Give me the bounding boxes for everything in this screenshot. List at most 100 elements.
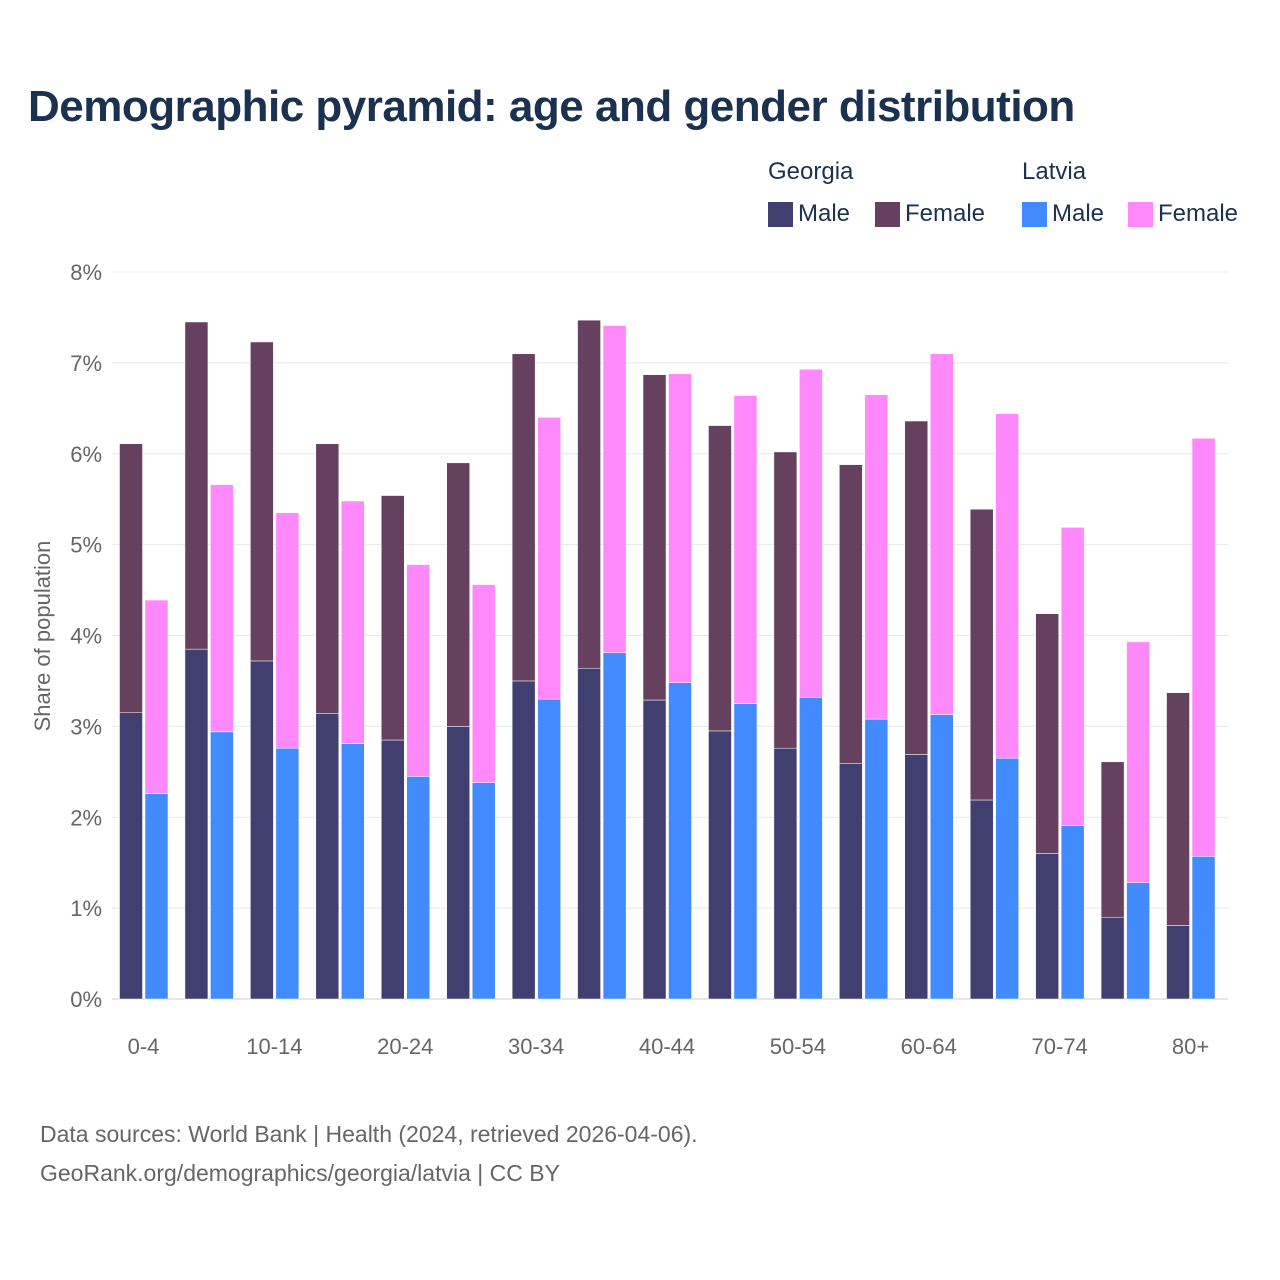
bar-latvia-female [144,599,169,794]
bar-latvia-male [733,703,758,1000]
bar-latvia-male [471,782,496,1000]
bar-georgia-male [969,799,994,1000]
footer: Data sources: World Bank | Health (2024,… [40,1115,698,1193]
x-tick-label: 50-54 [770,1034,826,1059]
bar-georgia-female [315,443,340,714]
bar-georgia-female [1166,692,1190,926]
bar-latvia-female [406,564,431,777]
y-tick-label: 0% [70,987,102,1012]
footer-sources: Data sources: World Bank | Health (2024,… [40,1121,698,1147]
bar-latvia-female [341,500,365,744]
x-tick-label: 80+ [1172,1034,1209,1059]
bar-georgia-female [250,341,274,662]
bar-latvia-female [275,512,300,749]
bar-latvia-female [930,353,954,715]
bar-georgia-male [315,713,340,1000]
bar-latvia-male [995,757,1019,1000]
bar-latvia-male [1126,882,1150,1000]
bar-latvia-male [799,697,823,1000]
legend-item-latvia-male[interactable]: Male [1022,200,1104,228]
legend-label: Female [1158,200,1239,227]
legend-swatch [768,201,793,227]
legend-item-latvia-female[interactable]: Female [1128,200,1238,228]
bar-georgia-female [969,508,994,801]
bar-latvia-male [537,698,561,1000]
bar-latvia-female [602,325,627,654]
bar-latvia-female [1191,438,1216,857]
bar-georgia-male [708,730,732,1000]
bar-latvia-male [1060,825,1085,1000]
bar-georgia-male [904,754,929,1000]
bar-georgia-male [1166,925,1190,1000]
bar-georgia-male [250,660,274,1000]
bar-georgia-female [577,319,601,669]
footer-link[interactable]: GeoRank.org/demographics/georgia/latvia … [40,1160,560,1186]
bar-georgia-female [904,420,929,755]
x-tick-label: 70-74 [1032,1034,1088,1059]
bar-latvia-female [1060,527,1085,826]
x-tick-label: 60-64 [901,1034,957,1059]
x-tick-label: 40-44 [639,1034,695,1059]
bar-latvia-male [864,718,889,1000]
legend-swatch [1128,201,1153,227]
y-tick-label: 4% [70,624,102,649]
legend-item-georgia-female[interactable]: Female [875,200,985,228]
bar-latvia-male [602,652,627,1000]
bar-georgia-female [119,443,143,713]
x-tick-label: 0-4 [128,1034,160,1059]
bar-georgia-male [1100,916,1125,1000]
bar-latvia-male [275,747,300,1000]
bar-latvia-male [144,793,169,1000]
bar-latvia-female [668,373,692,684]
bar-latvia-female [733,395,758,704]
bar-georgia-male [773,747,798,1000]
chart-title: Demographic pyramid: age and gender dist… [28,82,1075,131]
legend-label: Male [1052,200,1105,227]
bar-latvia-male [668,682,692,1000]
bar-latvia-female [1126,641,1150,883]
legend-item-georgia-male[interactable]: Male [768,200,850,228]
y-tick-label: 5% [70,533,102,558]
legend-swatch [875,201,900,227]
legend-label: Female [905,200,986,227]
bar-latvia-female [210,484,234,733]
legend-group-georgia: Georgia [768,158,854,185]
bar-latvia-male [1191,856,1216,1000]
bar-georgia-male [119,712,143,1000]
bar-latvia-male [341,743,365,1000]
bar-georgia-female [381,495,405,741]
bar-latvia-female [537,417,561,700]
bar-georgia-female [184,321,209,650]
bar-georgia-male [642,699,667,1000]
bar-georgia-female [1035,613,1059,854]
bar-latvia-female [864,394,889,720]
bar-georgia-female [773,451,798,749]
bar-latvia-male [406,776,431,1000]
y-tick-label: 1% [70,896,102,921]
bar-georgia-male [381,739,405,1000]
y-tick-label: 3% [70,714,102,739]
bar-georgia-male [839,763,863,1000]
legend-swatch [1022,201,1047,227]
bar-georgia-male [577,667,601,1000]
bar-georgia-female [1100,761,1125,918]
bar-georgia-female [708,425,732,732]
bar-georgia-male [1035,853,1059,1000]
x-tick-label: 10-14 [246,1034,302,1059]
y-axis-label: Share of population [30,541,55,732]
bar-georgia-female [446,462,470,727]
bar-georgia-male [511,680,536,1000]
bar-latvia-male [930,714,954,1000]
y-tick-label: 6% [70,442,102,467]
bar-georgia-male [184,648,209,1000]
y-tick-label: 7% [70,351,102,376]
x-tick-label: 20-24 [377,1034,433,1059]
x-tick-label: 30-34 [508,1034,564,1059]
bar-georgia-female [839,464,863,764]
y-tick-label: 8% [70,260,102,285]
y-tick-label: 2% [70,805,102,830]
bar-georgia-female [642,374,667,701]
legend-group-latvia: Latvia [1022,158,1087,185]
